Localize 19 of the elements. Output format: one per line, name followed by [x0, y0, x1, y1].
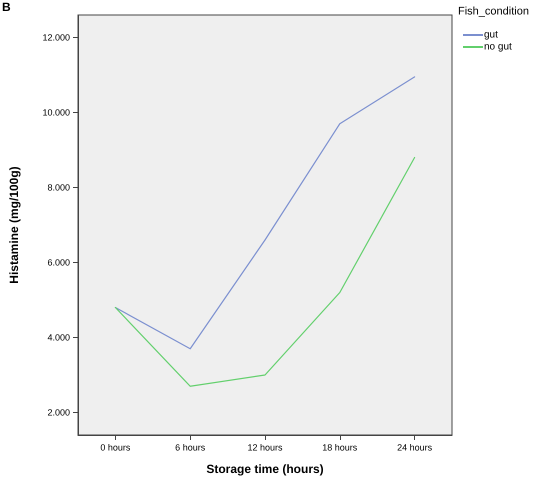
- x-tick-label: 6 hours: [175, 442, 206, 452]
- y-tick-label: 10.000: [42, 108, 70, 118]
- y-tick-label: 12.000: [42, 32, 70, 42]
- legend-title: Fish_condition: [458, 6, 529, 18]
- legend-label: gut: [484, 30, 498, 40]
- x-tick-label: 12 hours: [247, 442, 284, 452]
- line-series: [114, 76, 416, 350]
- y-axis-title: Histamine (mg/100g): [7, 166, 21, 284]
- x-tick-label: 24 hours: [397, 442, 433, 452]
- x-tick-label: 18 hours: [322, 442, 358, 452]
- y-tick-label: 6.000: [47, 258, 70, 268]
- legend-label: no gut: [484, 42, 512, 52]
- x-axis-title: Storage time (hours): [206, 462, 324, 476]
- y-tick-label: 2.000: [47, 408, 70, 418]
- text: B: [2, 0, 11, 14]
- y-tick-label: 4.000: [47, 332, 70, 342]
- y-tick-label: 8.000: [47, 182, 70, 192]
- line-series: [114, 156, 416, 387]
- x-tick-label: 0 hours: [100, 442, 131, 452]
